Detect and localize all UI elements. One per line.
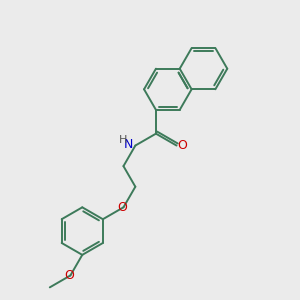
Text: H: H [118,135,127,145]
Text: N: N [124,138,134,151]
Text: O: O [177,139,187,152]
Text: O: O [64,269,74,282]
Text: O: O [117,201,127,214]
